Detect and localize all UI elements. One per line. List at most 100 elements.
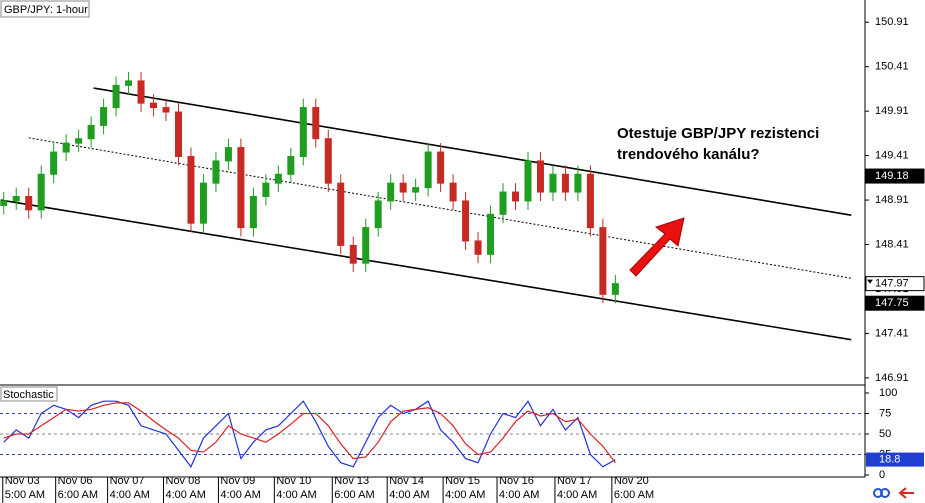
candle-body — [87, 124, 95, 140]
annotation: trendového kanálu? — [617, 146, 760, 163]
candle-body — [337, 182, 345, 246]
candle-body — [437, 151, 445, 184]
y-tick-label: 150.91 — [875, 16, 909, 28]
candle-body — [199, 182, 207, 224]
price-marker — [867, 279, 873, 284]
candle-body — [100, 107, 108, 126]
y-tick-label: 146.91 — [875, 372, 909, 384]
candle-body — [536, 160, 544, 193]
candle-body — [424, 151, 432, 189]
candle-body — [462, 200, 470, 242]
candle-body — [62, 142, 70, 153]
y-tick-label: 148.91 — [875, 194, 909, 206]
candle-body — [249, 196, 257, 229]
x-time-label: 4:00 AM — [276, 489, 316, 501]
candle-body — [412, 187, 420, 193]
stoch-current-label: 18.8 — [879, 453, 900, 465]
price-label-box — [865, 276, 925, 292]
stoch-tick-label: 0 — [879, 469, 885, 481]
candle-body — [112, 84, 120, 109]
candle-body — [324, 138, 332, 184]
candle-body — [125, 80, 133, 86]
x-time-label: 4:00 AM — [220, 489, 260, 501]
candle-body — [574, 173, 582, 193]
y-tick-label: 149.91 — [875, 105, 909, 117]
candle-body — [224, 147, 232, 162]
candle-body — [37, 173, 45, 211]
x-date-label: Nov 17 — [557, 475, 592, 487]
y-tick-label: 148.41 — [875, 238, 909, 250]
stoch-tick-label: 50 — [879, 428, 891, 440]
price-label: 147.97 — [875, 278, 909, 290]
candle-body — [150, 102, 158, 109]
candle-body — [561, 173, 569, 193]
candle-body — [262, 182, 270, 198]
x-time-label: 6:00 AM — [58, 489, 98, 501]
candle-body — [449, 182, 457, 202]
channel-line — [0, 199, 852, 341]
candle-body — [299, 107, 307, 157]
x-date-label: Nov 08 — [166, 475, 201, 487]
x-date-label: Nov 03 — [5, 475, 40, 487]
candle-body — [12, 196, 20, 202]
stoch-tick-label: 100 — [879, 387, 897, 399]
icon — [880, 488, 890, 498]
candle-body — [187, 155, 195, 224]
stochastic-title-box — [0, 386, 58, 402]
arrow — [629, 217, 685, 277]
x-date-label: Nov 13 — [334, 475, 369, 487]
candle-body — [0, 200, 8, 206]
channel-line — [28, 137, 852, 279]
candle-body — [499, 191, 507, 215]
title-box — [0, 0, 90, 18]
candle-body — [75, 138, 83, 144]
candle-body — [512, 191, 520, 202]
chart-title: GBP/JPY: 1-hour — [4, 4, 88, 16]
candle-body — [586, 173, 594, 229]
x-date-label: Nov 14 — [389, 475, 424, 487]
x-date-label: Nov 07 — [110, 475, 145, 487]
candle-body — [137, 80, 145, 104]
x-date-label: Nov 09 — [220, 475, 255, 487]
candle-body — [237, 147, 245, 229]
plot-area — [0, 72, 852, 341]
candle-body — [287, 155, 295, 175]
candle-body — [387, 182, 395, 202]
x-time-label: 4:00 AM — [110, 489, 150, 501]
price-label-box — [865, 168, 925, 184]
x-date-label: Nov 10 — [276, 475, 311, 487]
y-tick-label: 149.41 — [875, 150, 909, 162]
y-tick-label: 150.41 — [875, 61, 909, 73]
x-time-label: 4:00 AM — [166, 489, 206, 501]
x-date-label: Nov 16 — [499, 475, 534, 487]
x-time-label: 6:00 AM — [614, 489, 654, 501]
candle-body — [212, 160, 220, 184]
x-time-label: 6:00 AM — [334, 489, 374, 501]
price-label-box — [865, 295, 925, 311]
x-time-label: 4:00 AM — [499, 489, 539, 501]
candle-body — [349, 244, 357, 264]
x-time-label: 4:00 AM — [557, 489, 597, 501]
candle-body — [524, 160, 532, 202]
x-date-label: Nov 06 — [58, 475, 93, 487]
candle-body — [474, 240, 482, 255]
x-time-label: 5:00 AM — [5, 489, 45, 501]
footer-icons — [873, 487, 914, 499]
candle-body — [487, 213, 495, 255]
candle-body — [162, 107, 170, 113]
candle-body — [611, 283, 619, 295]
stochastic-title: Stochastic — [3, 389, 54, 401]
stoch-line — [3, 402, 616, 464]
x-time-label: 4:00 AM — [445, 489, 485, 501]
candle-body — [374, 200, 382, 229]
stoch-tick-label: 75 — [879, 407, 891, 419]
candle-body — [25, 196, 33, 211]
stoch-line — [3, 400, 616, 468]
candle-body — [174, 111, 182, 157]
candle-body — [50, 151, 58, 175]
x-date-label: Nov 20 — [614, 475, 649, 487]
candle-body — [274, 173, 282, 184]
x-time-label: 4:00 AM — [389, 489, 429, 501]
